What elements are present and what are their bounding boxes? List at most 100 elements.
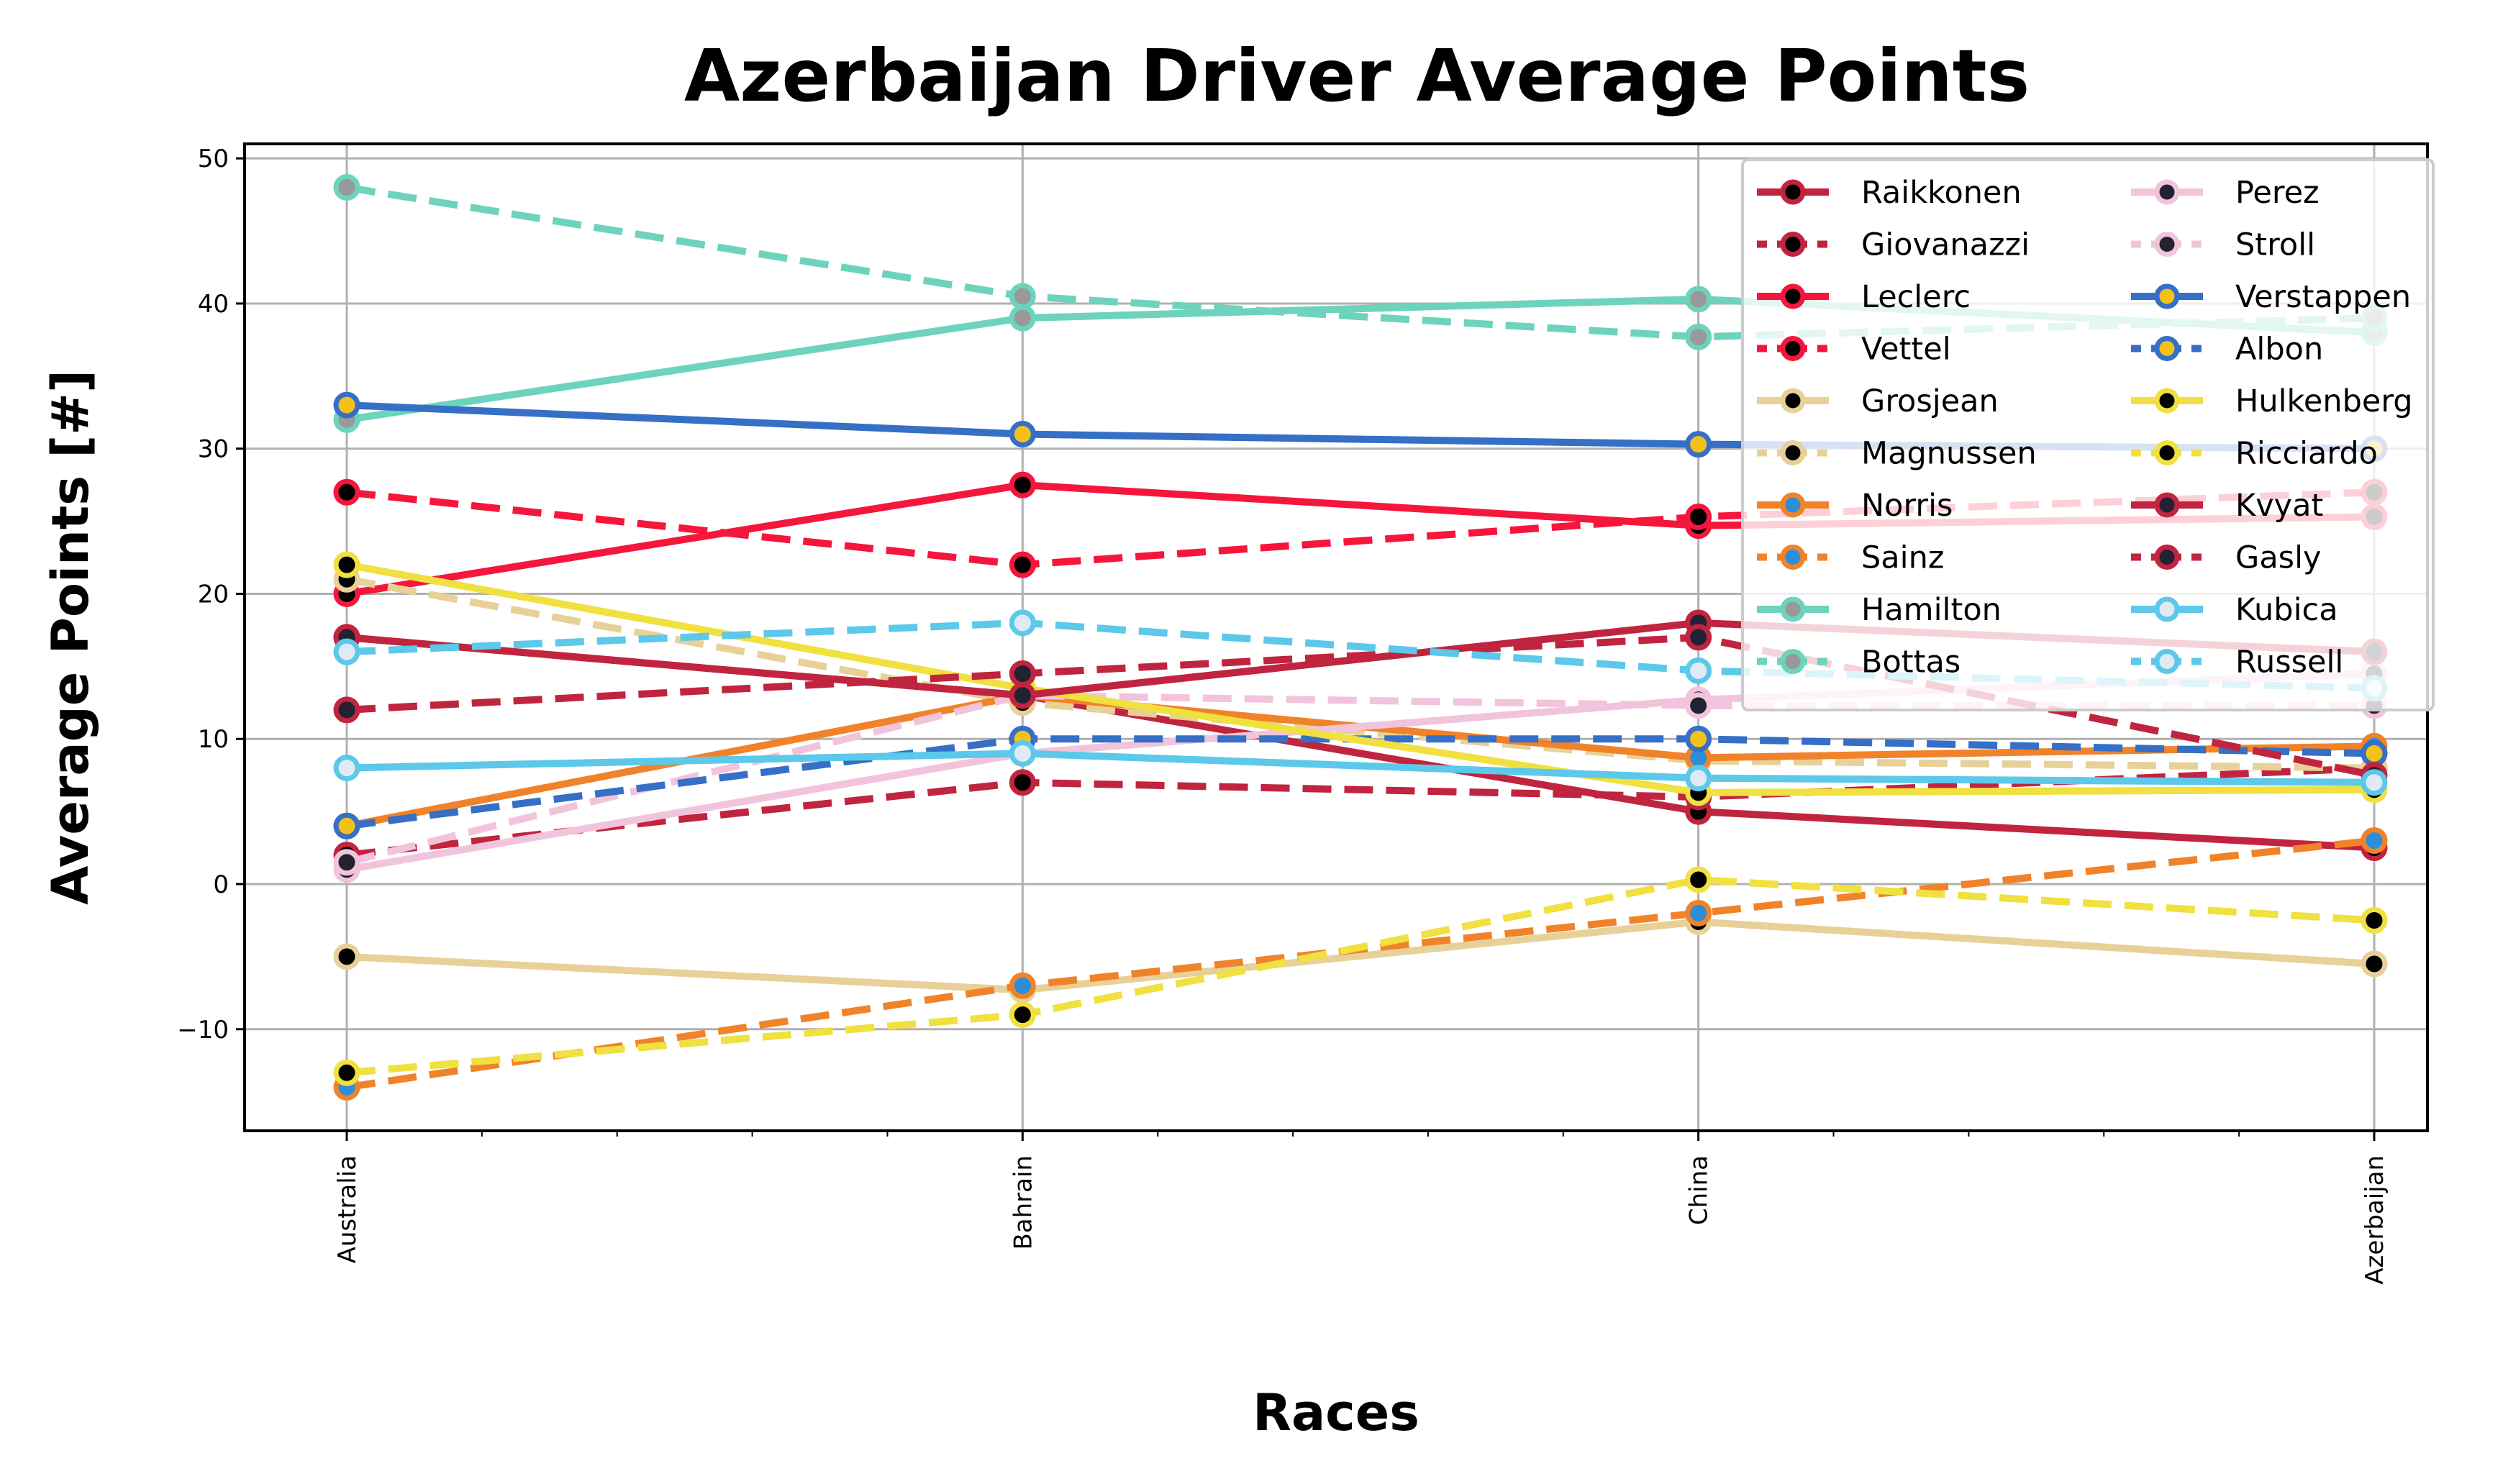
y-tick-label: 40 [198, 290, 229, 319]
series-line-bottas [346, 183, 2375, 341]
x-tick-label: Azerbaijan [2361, 1155, 2389, 1285]
y-axis: −10 0 10 20 30 40 50 [177, 145, 245, 1044]
legend-label: Raikkonen [1861, 175, 2022, 211]
legend-label: Perez [2235, 175, 2320, 211]
legend-marker [1780, 179, 1806, 205]
legend-label: Hamilton [1861, 592, 2002, 628]
y-axis-label: Average Points [#] [41, 370, 100, 905]
legend-marker [1780, 440, 1806, 465]
y-tick-label: 0 [213, 870, 229, 899]
legend-marker [2154, 440, 2180, 465]
legend-item: Russell [2131, 645, 2343, 680]
data-point [1009, 551, 1036, 578]
series-gasly [333, 624, 2388, 789]
data-point [1009, 739, 1036, 767]
legend-marker [2154, 179, 2180, 205]
data-point [2361, 827, 2388, 854]
data-point [333, 812, 360, 839]
legend-item: Kvyat [2131, 488, 2323, 524]
legend-item: Hulkenberg [2131, 383, 2413, 419]
legend-item: Norris [1757, 488, 1953, 524]
legend-marker [1780, 649, 1806, 674]
series-sainz [333, 827, 2388, 1101]
legend-label: Ricciardo [2235, 436, 2378, 472]
x-tick-label: Bahrain [1009, 1155, 1037, 1250]
data-point [333, 849, 360, 876]
series-line-hulkenberg [346, 561, 2375, 796]
legend-label: Vettel [1861, 332, 1951, 368]
series-line-grosjean [346, 918, 2375, 994]
data-point [1009, 972, 1036, 999]
legend-item: Perez [2131, 175, 2320, 211]
legend-item: Ricciardo [2131, 436, 2378, 472]
data-point [2361, 906, 2388, 934]
chart-title: Azerbaijan Driver Average Points [684, 34, 2030, 118]
legend-item: Stroll [2131, 227, 2315, 263]
legend-label: Grosjean [1861, 383, 1999, 419]
legend-label: Sainz [1861, 540, 1944, 576]
series-group [333, 174, 2388, 1101]
series-line-sainz [346, 837, 2375, 1091]
data-point [1009, 471, 1036, 499]
data-point [1009, 283, 1036, 310]
data-point [1685, 692, 1712, 719]
legend-label: Magnussen [1861, 436, 2037, 472]
data-point [1685, 323, 1712, 350]
legend-marker [1780, 492, 1806, 518]
data-point [333, 174, 360, 201]
x-axis-label: Races [1253, 1383, 1419, 1442]
legend-marker [1780, 283, 1806, 309]
legend-label: Russell [2235, 645, 2343, 680]
legend-marker [2154, 283, 2180, 309]
data-point [1685, 725, 1712, 752]
data-point [1685, 866, 1712, 893]
data-point [333, 755, 360, 782]
legend-label: Verstappen [2235, 279, 2411, 315]
legend-item: Kubica [2131, 592, 2338, 628]
series-line-ricciardo [346, 875, 2375, 1077]
x-tick-label: China [1685, 1155, 1714, 1225]
y-tick-label: 30 [198, 435, 229, 464]
data-point [1009, 682, 1036, 709]
legend-marker [1780, 545, 1806, 570]
legend-marker [2154, 596, 2180, 622]
legend-marker [1780, 336, 1806, 361]
x-tick-label: Australia [333, 1155, 362, 1263]
series-line-magnussen [346, 575, 2375, 772]
data-point [1009, 304, 1036, 332]
data-point [1685, 899, 1712, 927]
legend-label: Hulkenberg [2235, 383, 2413, 419]
legend-item: Vettel [1757, 332, 1951, 368]
legend-marker [1780, 388, 1806, 414]
data-point [333, 696, 360, 724]
series-line-stroll [345, 691, 2374, 866]
legend-marker [2154, 336, 2180, 361]
legend-marker [2154, 649, 2180, 674]
data-point [1685, 286, 1712, 313]
y-tick-label: 10 [198, 725, 229, 754]
data-point [333, 638, 360, 665]
legend-marker [1780, 596, 1806, 622]
data-point [2361, 769, 2388, 796]
data-point [2361, 950, 2388, 978]
data-point [1685, 431, 1712, 458]
legend-item: Magnussen [1757, 436, 2037, 472]
legend-marker [1780, 232, 1806, 257]
data-point [333, 391, 360, 419]
data-point [1685, 504, 1712, 531]
data-point [1009, 609, 1036, 637]
legend-marker [2154, 492, 2180, 518]
legend-label: Bottas [1861, 645, 1960, 680]
data-point [1009, 421, 1036, 448]
data-point [333, 943, 360, 970]
y-tick-label: 20 [198, 580, 229, 609]
legend-label: Stroll [2235, 227, 2315, 263]
data-point [333, 1059, 360, 1086]
legend-label: Kvyat [2235, 488, 2323, 524]
data-point [1685, 624, 1712, 651]
legend-marker [2154, 388, 2180, 414]
legend-item: Leclerc [1757, 279, 1971, 315]
legend-item: Grosjean [1757, 383, 1999, 419]
legend-label: Albon [2235, 332, 2323, 368]
